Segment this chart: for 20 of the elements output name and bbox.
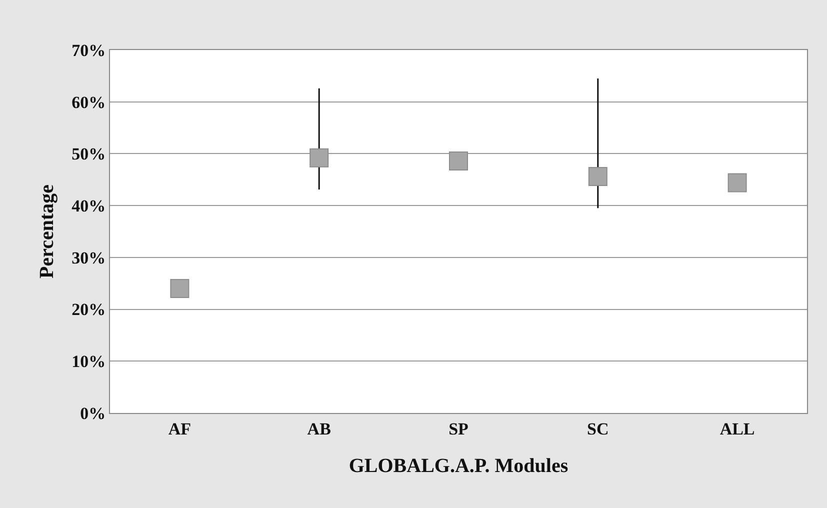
y-tick-label: 30% <box>72 248 106 268</box>
x-tick-label: ALL <box>720 419 755 438</box>
point <box>310 148 329 168</box>
y-tick-label: 40% <box>72 196 106 216</box>
point <box>170 279 190 298</box>
point <box>728 173 747 192</box>
x-tick-label: SC <box>587 419 609 438</box>
y-tick-label: 50% <box>72 144 106 164</box>
point <box>449 151 468 170</box>
y-tick-label: 10% <box>72 352 106 372</box>
x-tick-label: AB <box>307 419 331 438</box>
y-tick-label: 70% <box>72 40 106 60</box>
y-tick-label: 0% <box>80 404 106 423</box>
y-tick-label: 60% <box>72 92 106 112</box>
y-axis-title: Percentage <box>36 184 58 279</box>
y-tick-label: 20% <box>72 300 106 320</box>
x-tick-label: AF <box>168 419 192 438</box>
x-axis-title: GLOBALG.A.P. Modules <box>348 454 568 477</box>
point <box>588 167 608 186</box>
x-tick-label: SP <box>448 419 468 438</box>
